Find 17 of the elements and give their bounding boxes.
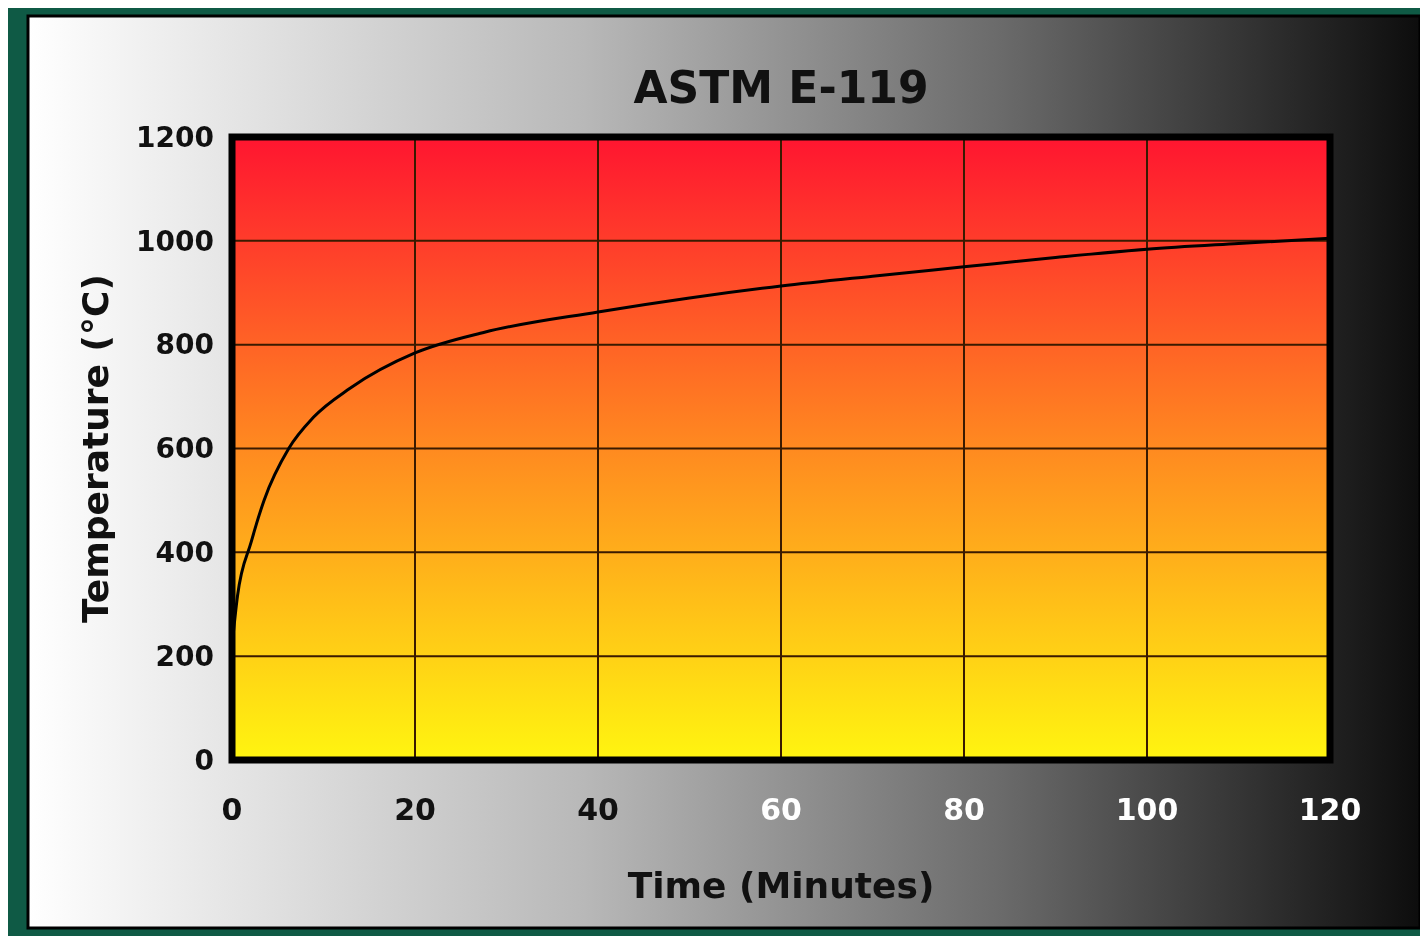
x-axis-title: Time (Minutes) xyxy=(627,865,935,906)
x-tick-label: 120 xyxy=(1298,792,1362,827)
y-tick-label: 200 xyxy=(155,639,214,673)
y-tick-label: 1200 xyxy=(136,120,214,154)
x-tick-label: 60 xyxy=(760,792,802,827)
x-tick-label: 20 xyxy=(394,792,436,827)
x-tick-label: 0 xyxy=(221,792,243,827)
y-tick-label: 600 xyxy=(155,432,214,466)
x-tick-label: 100 xyxy=(1115,792,1179,827)
y-tick-label: 1000 xyxy=(136,224,214,258)
y-tick-label: 400 xyxy=(155,536,214,570)
y-tick-label: 800 xyxy=(155,328,214,362)
y-tick-label: 0 xyxy=(194,743,214,777)
y-axis-title: Temperature (°C) xyxy=(75,274,116,623)
x-tick-label: 40 xyxy=(577,792,619,827)
x-tick-label: 80 xyxy=(943,792,985,827)
chart-title: ASTM E-119 xyxy=(633,62,929,113)
